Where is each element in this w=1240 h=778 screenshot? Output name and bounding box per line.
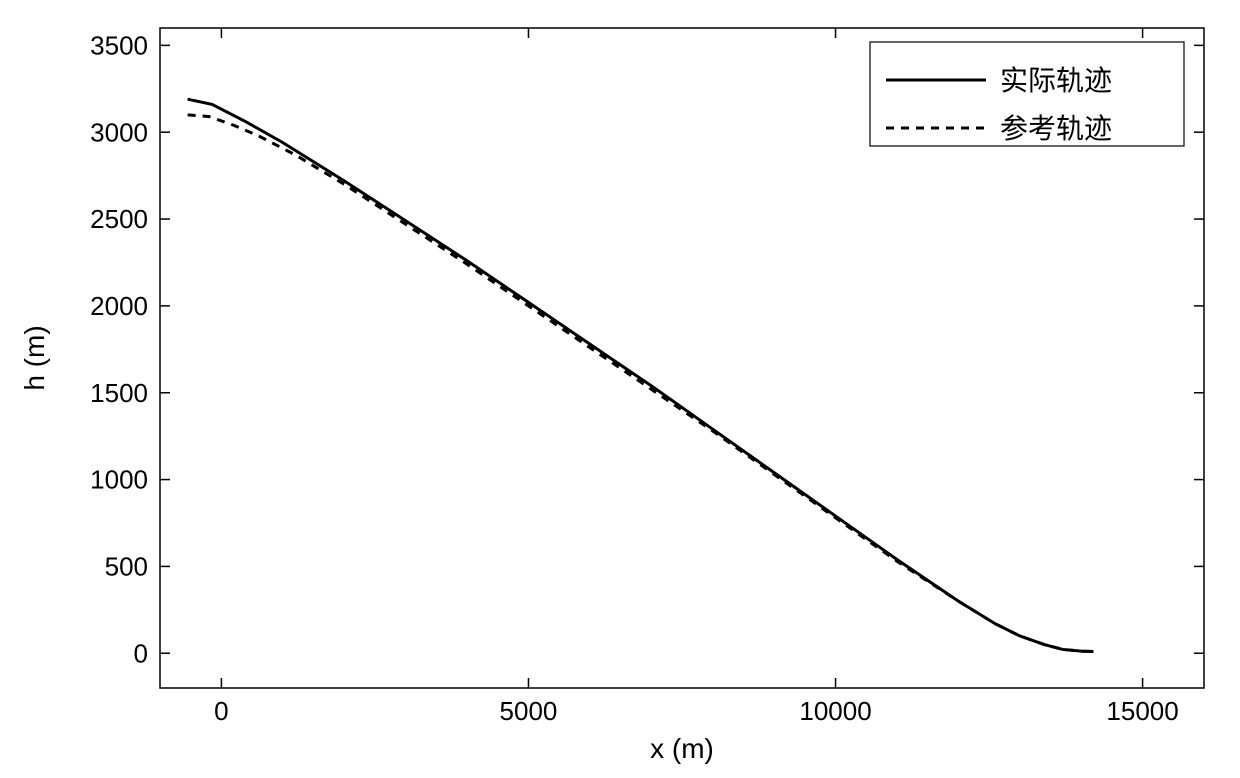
y-tick-label: 1500 xyxy=(90,378,148,408)
y-tick-label: 2000 xyxy=(90,291,148,321)
trajectory-chart: 0 5000 10000 15000 0 500 1000 1500 2000 2500 3000 3… xyxy=(0,0,1240,778)
x-tick-label: 0 xyxy=(214,696,228,726)
series-0 xyxy=(188,99,1094,651)
legend-label-0: 实际轨迹 xyxy=(1000,65,1112,96)
x-tick-label: 15000 xyxy=(1106,696,1178,726)
legend-label-1: 参考轨迹 xyxy=(1000,113,1112,144)
x-axis-label: x (m) xyxy=(650,733,714,764)
chart-svg: 0 5000 10000 15000 0 500 1000 1500 2000 2500 3000 3… xyxy=(0,0,1240,778)
y-axis-label: h (m) xyxy=(19,325,50,390)
y-tick-label: 0 xyxy=(134,638,148,668)
y-tick-label: 1000 xyxy=(90,465,148,495)
y-tick-label: 3500 xyxy=(90,30,148,60)
y-tick-label: 500 xyxy=(105,552,148,582)
y-tick-label: 3000 xyxy=(90,117,148,147)
series-1 xyxy=(188,115,1094,652)
y-tick-label: 2500 xyxy=(90,204,148,234)
x-tick-label: 10000 xyxy=(799,696,871,726)
x-tick-label: 5000 xyxy=(500,696,558,726)
